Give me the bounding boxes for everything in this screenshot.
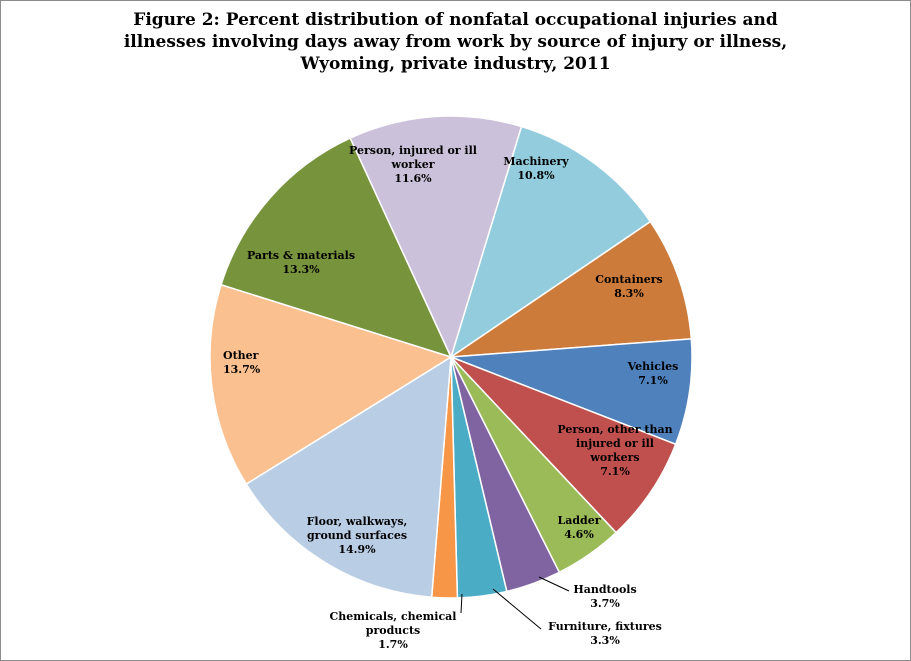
slice-name-chemicals-chemical-products: products — [366, 624, 420, 637]
slice-name-floor-walkways-ground-surfaces: Floor, walkways, — [307, 515, 408, 528]
pie-slice-person-other-than-injured-or-ill-workers — [450, 356, 677, 534]
slice-name-containers: Containers — [595, 273, 662, 286]
slice-name-furniture-fixtures: Furniture, fixtures — [548, 620, 662, 633]
slice-value-furniture-fixtures: 3.3% — [590, 634, 620, 647]
pie-slice-parts-materials — [220, 137, 453, 359]
slice-label-parts-materials: Parts & materials 13.3% — [247, 249, 355, 276]
slice-value-ladder: 4.6% — [564, 528, 594, 541]
slice-label-furniture-fixtures: Furniture, fixtures 3.3% — [548, 620, 662, 647]
slice-label-person-other-than-injured-or-ill-workers: Person, other than injured or ill workers 7… — [557, 423, 672, 478]
slice-label-ladder: Ladder 4.6% — [557, 514, 600, 541]
slice-label-other: Other 13.7% — [223, 349, 261, 376]
pie-slices — [209, 115, 693, 599]
slice-labels: Machinery 10.8%Containers 8.3%Vehicles 7.1%… — [223, 144, 678, 651]
leader-line-chemicals-chemical-products — [460, 593, 463, 614]
slice-name-floor-walkways-ground-surfaces: ground surfaces — [307, 529, 407, 542]
slice-label-vehicles: Vehicles 7.1% — [627, 360, 679, 387]
slice-value-other: 13.7% — [223, 363, 261, 376]
slice-name-person-other-than-injured-or-ill-workers: injured or ill — [576, 437, 654, 450]
slice-label-floor-walkways-ground-surfaces: Floor, walkways, ground surfaces 14.9% — [307, 515, 408, 556]
slice-name-person-other-than-injured-or-ill-workers: Person, other than — [557, 423, 672, 436]
slice-name-chemicals-chemical-products: Chemicals, chemical — [330, 610, 457, 623]
slice-name-person-other-than-injured-or-ill-workers: workers — [589, 451, 639, 464]
slice-name-parts-materials: Parts & materials — [247, 249, 355, 262]
slice-value-handtools: 3.7% — [590, 597, 620, 610]
pie-slice-other — [209, 283, 453, 486]
slice-value-chemicals-chemical-products: 1.7% — [378, 638, 408, 651]
slice-name-machinery: Machinery — [503, 155, 569, 168]
slice-value-vehicles: 7.1% — [638, 374, 668, 387]
slice-name-person-injured-or-ill-worker: worker — [390, 158, 434, 171]
slice-label-chemicals-chemical-products: Chemicals, chemical products 1.7% — [330, 610, 457, 651]
pie-slice-vehicles — [450, 338, 693, 446]
slice-value-machinery: 10.8% — [517, 169, 555, 182]
slice-label-machinery: Machinery 10.8% — [503, 155, 569, 182]
slice-value-parts-materials: 13.3% — [282, 263, 320, 276]
slice-label-handtools: Handtools 3.7% — [573, 583, 636, 610]
slice-value-person-other-than-injured-or-ill-workers: 7.1% — [600, 465, 630, 478]
slice-label-person-injured-or-ill-worker: Person, injured or ill worker 11.6% — [349, 144, 477, 185]
slice-name-other: Other — [223, 349, 259, 362]
slice-value-floor-walkways-ground-surfaces: 14.9% — [338, 543, 376, 556]
slice-name-ladder: Ladder — [557, 514, 600, 527]
slice-value-person-injured-or-ill-worker: 11.6% — [394, 172, 432, 185]
chart-title-line-3: Wyoming, private industry, 2011 — [300, 54, 611, 74]
leader-line-furniture-fixtures — [492, 588, 542, 630]
leader-lines — [460, 576, 570, 630]
slice-name-person-injured-or-ill-worker: Person, injured or ill — [349, 144, 477, 157]
chart-title: Figure 2: Percent distribution of nonfat… — [1, 9, 910, 75]
pie-slice-machinery — [449, 125, 652, 359]
leader-line-handtools — [538, 576, 570, 592]
slice-value-containers: 8.3% — [614, 287, 644, 300]
slice-label-containers: Containers 8.3% — [595, 273, 662, 300]
chart-title-line-1: Figure 2: Percent distribution of nonfat… — [133, 10, 778, 30]
pie-slice-containers — [448, 220, 693, 358]
chart-title-line-2: illnesses involving days away from work … — [123, 32, 788, 52]
slice-name-handtools: Handtools — [573, 583, 636, 596]
pie-slice-floor-walkways-ground-surfaces — [245, 355, 452, 599]
pie-slice-person-injured-or-ill-worker — [349, 115, 523, 360]
slice-name-vehicles: Vehicles — [627, 360, 679, 373]
